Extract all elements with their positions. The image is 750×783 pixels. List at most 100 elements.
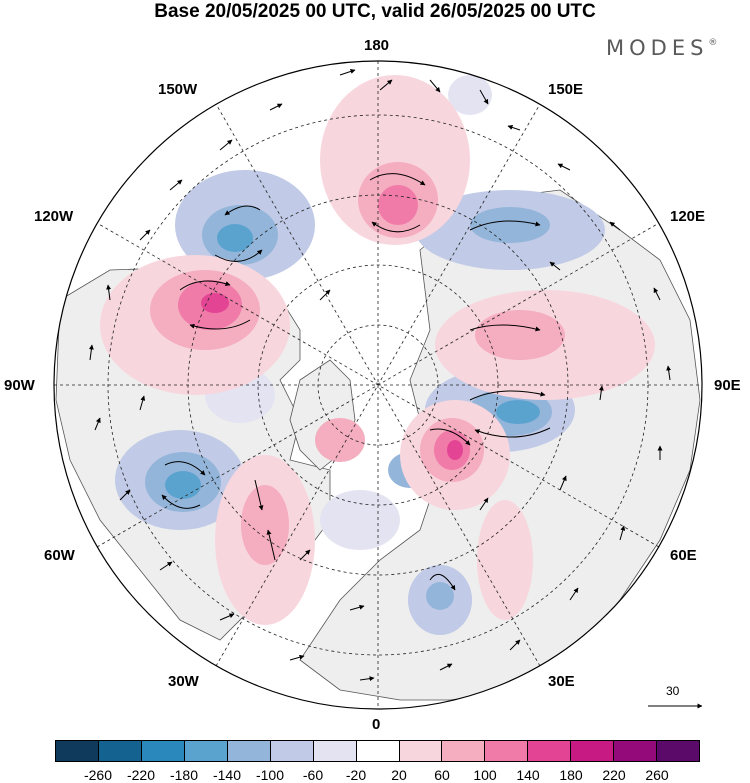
colorbar-segment bbox=[355, 741, 399, 761]
wind-arrow bbox=[549, 261, 561, 271]
wind-arrow bbox=[106, 284, 112, 301]
colorbar-tick-label: 180 bbox=[559, 767, 583, 783]
wind-arrow bbox=[479, 497, 489, 511]
lon-label-30w: 30W bbox=[168, 673, 199, 690]
wind-arrow bbox=[319, 289, 331, 301]
wind-arrow bbox=[569, 587, 579, 601]
wind-arrow bbox=[214, 249, 263, 262]
wind-arrow bbox=[379, 79, 393, 91]
colorbar-tick-label: 220 bbox=[602, 767, 626, 783]
colorbar-segment bbox=[398, 741, 442, 761]
colorbar-tick-label: 100 bbox=[473, 767, 497, 783]
anomaly-pos-d-center bbox=[447, 440, 463, 460]
lon-label-90w: 90W bbox=[4, 377, 35, 394]
colorbar-segment bbox=[613, 741, 657, 761]
lon-label-150w: 150W bbox=[158, 81, 198, 98]
meridian-60E-120W bbox=[96, 222, 660, 548]
colorbar-segment bbox=[527, 741, 571, 761]
wind-arrow bbox=[429, 428, 471, 446]
colorbar-segment bbox=[140, 741, 184, 761]
lon-label-90e: 90E bbox=[714, 377, 741, 394]
wind-arrow bbox=[479, 89, 489, 105]
wind-arrow bbox=[666, 365, 672, 381]
map-border bbox=[53, 60, 703, 710]
wind-vectors bbox=[88, 69, 672, 682]
anomaly-pos-a-center bbox=[378, 185, 418, 225]
map-title: Base 20/05/2025 00 UTC, valid 26/05/2025… bbox=[154, 1, 596, 22]
wind-arrow bbox=[164, 461, 206, 476]
colorbar-segment bbox=[97, 741, 141, 761]
colorbar-segment bbox=[183, 741, 227, 761]
wind-arrow bbox=[507, 125, 521, 131]
colorbar-segment bbox=[269, 741, 313, 761]
anomaly-neg-e-core bbox=[426, 582, 454, 610]
wind-arrow bbox=[429, 79, 441, 93]
colorbar-tick-label: 20 bbox=[391, 767, 407, 783]
colorbar-tick-label: -100 bbox=[255, 767, 285, 783]
graticule bbox=[54, 61, 702, 709]
wind-arrow bbox=[159, 561, 173, 571]
wind-arrow bbox=[219, 139, 233, 151]
wind-arrow bbox=[369, 173, 426, 186]
anomaly-pos-b-center bbox=[201, 293, 229, 313]
wind-arrow bbox=[289, 654, 305, 661]
wind-arrow bbox=[94, 417, 101, 431]
lon-label-60e: 60E bbox=[670, 547, 697, 564]
wind-arrow bbox=[349, 604, 365, 611]
colorbar-tick-label: 260 bbox=[645, 767, 669, 783]
wind-arrow bbox=[224, 205, 261, 216]
colorbar bbox=[55, 740, 700, 762]
wind-arrow bbox=[179, 280, 231, 291]
wind-arrow bbox=[254, 479, 264, 511]
wind-arrow bbox=[139, 395, 146, 411]
map-disc bbox=[54, 61, 702, 709]
colorbar-tick-label: 60 bbox=[434, 767, 450, 783]
wind-arrow bbox=[439, 663, 453, 671]
wind-arrow bbox=[169, 179, 183, 191]
reference-vector-label: 30 bbox=[666, 684, 680, 698]
registered-mark: ® bbox=[708, 38, 718, 48]
wind-arrow bbox=[509, 639, 521, 651]
anomaly-neg-a-center bbox=[217, 224, 253, 252]
wind-arrow bbox=[269, 103, 283, 111]
colorbar-tick-label: -180 bbox=[169, 767, 199, 783]
colorbar-segment bbox=[441, 741, 485, 761]
wind-arrow bbox=[559, 475, 567, 491]
anomaly-neg-d-center bbox=[165, 471, 201, 499]
colorbar-segment bbox=[484, 741, 528, 761]
wind-arrow bbox=[469, 220, 541, 231]
polar-map bbox=[53, 60, 703, 710]
wind-arrow bbox=[371, 221, 421, 233]
wind-arrow bbox=[653, 287, 661, 301]
wind-arrow bbox=[139, 229, 151, 241]
wind-arrow bbox=[359, 676, 375, 682]
wind-arrow bbox=[189, 319, 251, 330]
wind-arrow bbox=[474, 427, 551, 438]
lon-label-120e: 120E bbox=[670, 208, 706, 225]
wind-arrow bbox=[619, 525, 626, 541]
wind-arrow bbox=[557, 163, 571, 171]
anomaly-neg-c-center bbox=[496, 400, 540, 424]
wind-arrow bbox=[339, 69, 356, 76]
wind-arrow bbox=[219, 613, 235, 621]
lon-label-180: 180 bbox=[364, 37, 390, 54]
anomaly-neg-h bbox=[320, 490, 400, 550]
colorbar-segment bbox=[570, 741, 614, 761]
anomaly-pos-c-core bbox=[475, 310, 565, 360]
colorbar-tick-label: -60 bbox=[302, 767, 324, 783]
wind-arrow bbox=[119, 489, 131, 501]
brand-text: MODES bbox=[606, 36, 709, 60]
anomaly-pos-g bbox=[477, 500, 533, 620]
lon-label-0: 0 bbox=[372, 716, 381, 733]
wind-arrow bbox=[88, 344, 94, 361]
wind-arrow bbox=[299, 549, 311, 561]
anomaly-neg-g bbox=[448, 75, 492, 115]
lon-label-120w: 120W bbox=[34, 208, 74, 225]
colorbar-tick-label: -140 bbox=[212, 767, 242, 783]
wind-arrow bbox=[266, 529, 276, 561]
lon-label-30e: 30E bbox=[548, 673, 575, 690]
colorbar-segment bbox=[656, 741, 700, 761]
anomaly-pos-e-core bbox=[241, 485, 289, 565]
wind-arrow bbox=[469, 324, 541, 332]
wind-arrow bbox=[161, 494, 201, 509]
